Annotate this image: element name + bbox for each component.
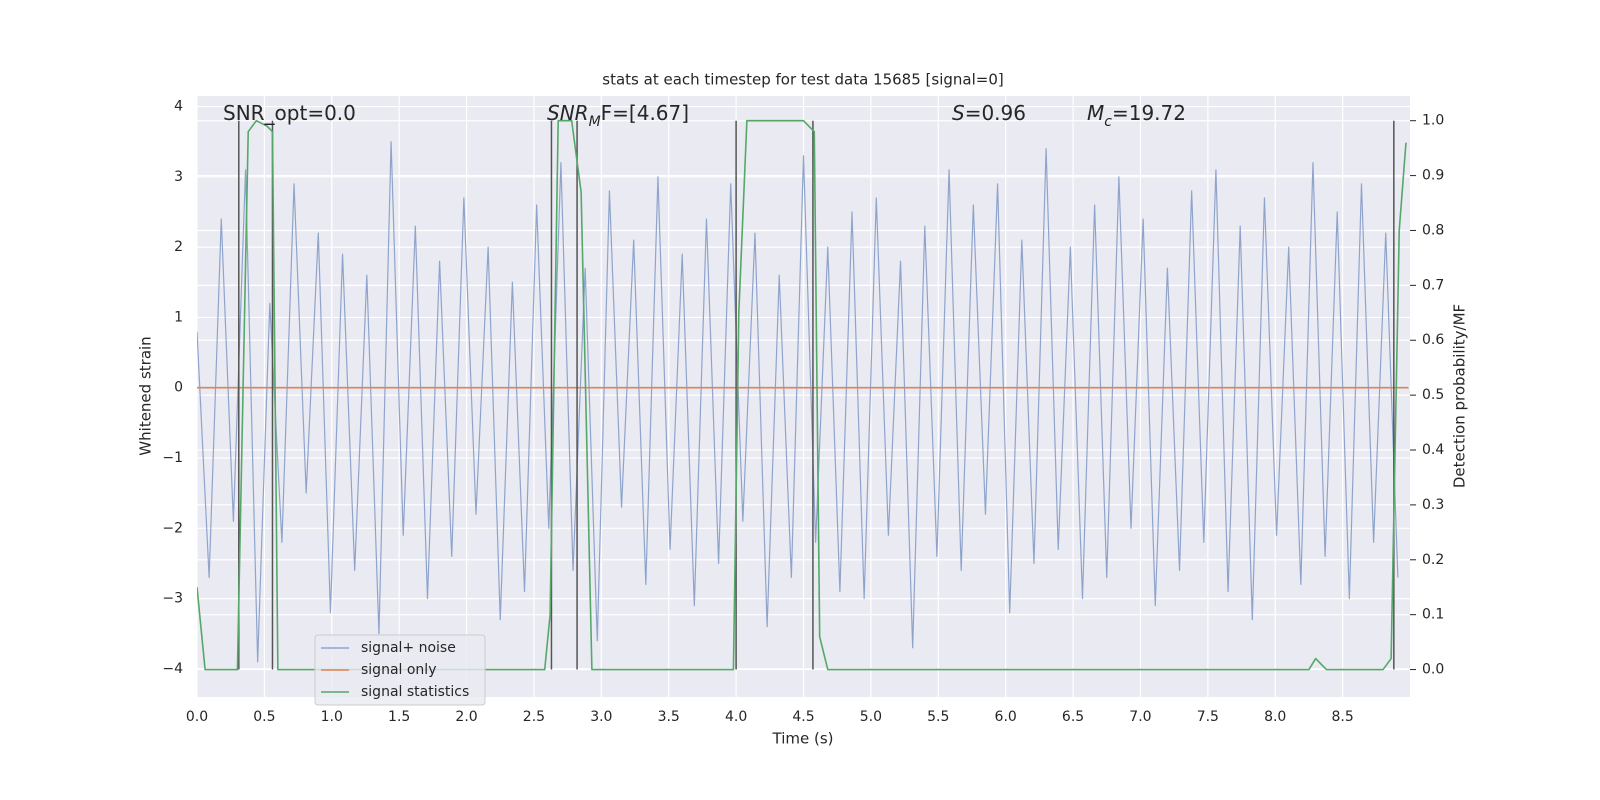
y-tick-label: −4	[162, 661, 183, 677]
annotation: SNR_opt=0.0	[223, 101, 356, 125]
annotation: SNRMF=[4.67]	[547, 101, 689, 131]
legend-box	[314, 634, 486, 706]
y2-tick-label: 0.2	[1422, 552, 1444, 568]
y-tick-label: 2	[174, 239, 183, 255]
x-tick-label: 8.5	[1331, 709, 1353, 725]
x-tick-label: 6.5	[1062, 709, 1084, 725]
chart-title: stats at each timestep for test data 156…	[602, 71, 1003, 89]
y2-tick-label: 0.7	[1422, 277, 1444, 293]
x-tick-label: 2.5	[523, 709, 545, 725]
x-tick-label: 4.5	[792, 709, 814, 725]
x-tick-label: 0.5	[253, 709, 275, 725]
annotation-rest: =0.96	[965, 101, 1026, 125]
y-tick-label: 0	[174, 380, 183, 396]
annotation-subscript: c	[1104, 114, 1112, 130]
x-tick-label: 5.5	[927, 709, 949, 725]
annotation-rest: =19.72	[1112, 101, 1186, 125]
x-tick-label: 0.0	[186, 709, 208, 725]
x-tick-label: 8.0	[1264, 709, 1286, 725]
x-tick-label: 2.0	[455, 709, 477, 725]
y-axis-label: Whitened strain	[137, 336, 155, 455]
legend-label: signal+ noise	[361, 640, 456, 656]
y2-tick-label: 0.4	[1422, 442, 1444, 458]
y2-tick-label: 0.3	[1422, 497, 1444, 513]
annotation: S=0.96	[952, 101, 1026, 125]
y-tick-label: 1	[174, 309, 183, 325]
y-tick-label: −3	[162, 591, 183, 607]
x-axis-label: Time (s)	[772, 730, 834, 748]
annotation-symbol: S	[952, 101, 965, 125]
y2-tick-label: 0.0	[1422, 662, 1444, 678]
legend-label: signal statistics	[361, 684, 469, 700]
legend-label: signal only	[361, 662, 436, 678]
x-tick-label: 5.0	[860, 709, 882, 725]
x-tick-label: 1.5	[388, 709, 410, 725]
y-tick-label: 3	[174, 169, 183, 185]
x-tick-label: 6.0	[995, 709, 1017, 725]
annotation: Mc=19.72	[1087, 101, 1186, 131]
y2-axis-label: Detection probability/MF	[1451, 304, 1469, 488]
annotation-subscript: M	[589, 114, 601, 130]
y2-tick-label: 0.8	[1422, 222, 1444, 238]
series-line	[197, 141, 1399, 663]
x-tick-label: 3.5	[658, 709, 680, 725]
y2-tick-label: 1.0	[1422, 113, 1444, 129]
x-tick-label: 1.0	[321, 709, 343, 725]
y2-tick-label: 0.9	[1422, 168, 1444, 184]
x-tick-label: 7.0	[1129, 709, 1151, 725]
x-tick-label: 7.5	[1197, 709, 1219, 725]
y-tick-label: 4	[174, 99, 183, 115]
x-tick-label: 3.0	[590, 709, 612, 725]
series-line	[197, 119, 1407, 671]
annotation-text: SNR_opt=0.0	[223, 101, 356, 125]
x-tick-label: 4.0	[725, 709, 747, 725]
annotation-symbol: M	[1087, 101, 1104, 125]
y2-tick-label: 0.6	[1422, 332, 1444, 348]
annotation-rest: F=[4.67]	[601, 101, 689, 125]
y2-tick-label: 0.1	[1422, 607, 1444, 623]
y-tick-label: −2	[162, 520, 183, 536]
annotation-symbol: SNR	[547, 101, 589, 125]
y2-tick-label: 0.5	[1422, 387, 1444, 403]
y-tick-label: −1	[162, 450, 183, 466]
